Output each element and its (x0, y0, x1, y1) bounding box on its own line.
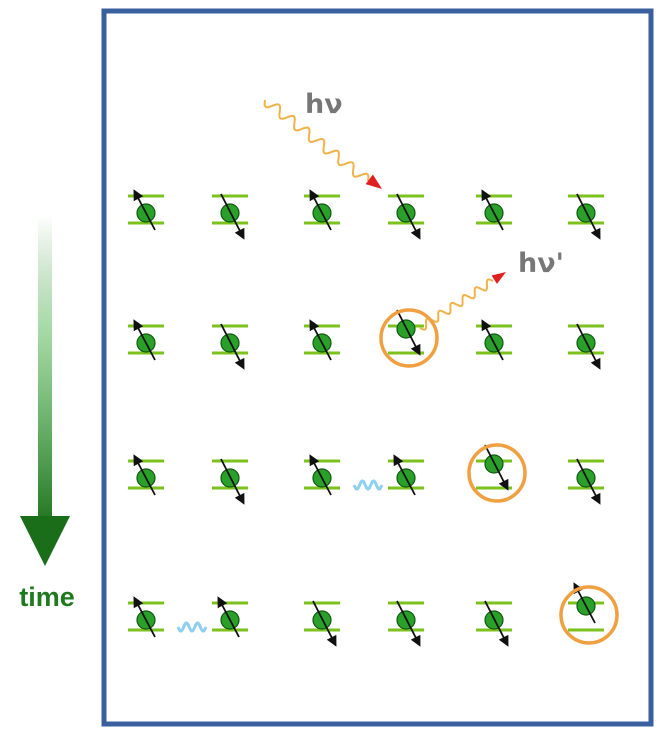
lattice-site (212, 458, 248, 505)
lattice-row (128, 189, 604, 240)
lattice-site (379, 308, 439, 368)
lattice-site (212, 596, 248, 638)
lattice-site (568, 193, 604, 240)
spin-up-arrow (217, 596, 240, 638)
lattice-site (304, 454, 340, 496)
lattice-site (304, 319, 340, 361)
excitation-ring (379, 308, 439, 368)
spin-down-arrow (220, 458, 245, 505)
spin-down-arrow (484, 600, 509, 647)
spin-up-arrow (393, 454, 416, 496)
emitted-photon-head (491, 272, 506, 284)
lattice-site (467, 443, 527, 503)
time-arrow-head (20, 516, 70, 566)
spin-down-arrow (220, 323, 245, 370)
incoming-photon-wave (263, 99, 370, 182)
spin-up-arrow (573, 582, 596, 624)
spin-up-arrow (133, 596, 156, 638)
emitted-photon-label: hν' (518, 248, 564, 279)
spin-up-arrow (309, 319, 332, 361)
spin-down-arrow (576, 193, 601, 240)
spin-up-arrow (481, 189, 504, 231)
spin-up-arrow (133, 454, 156, 496)
lattice-site (128, 454, 164, 496)
spin-down-arrow (576, 458, 601, 505)
lattice-site (568, 323, 604, 370)
energy-transfer-wave (176, 621, 208, 633)
spin-down-arrow (396, 600, 421, 647)
spin-down-arrow (396, 193, 421, 240)
lattice-site (476, 319, 512, 361)
lattice-site (128, 596, 164, 638)
spin-up-arrow (309, 189, 332, 231)
spin-down-arrow (396, 309, 421, 356)
incoming-photon-head (365, 174, 382, 189)
energy-transfer-wave (352, 479, 384, 491)
lattice-row (128, 443, 604, 505)
time-arrow-shaft (38, 215, 52, 533)
lattice-site (128, 189, 164, 231)
time-arrow (20, 215, 70, 566)
excitation-ring (559, 585, 619, 645)
spin-lattice (128, 189, 619, 647)
lattice-site (559, 582, 619, 645)
spin-up-arrow (133, 319, 156, 361)
spin-down-arrow (312, 600, 337, 647)
lattice-frame (101, 8, 654, 727)
lattice-site (304, 600, 340, 647)
lattice-site (388, 193, 424, 240)
spin-down-arrow (220, 193, 245, 240)
emitted-photon: hν' (419, 248, 564, 331)
excitation-ring (467, 443, 527, 503)
lattice-site (388, 454, 424, 496)
spin-down-arrow (484, 444, 509, 491)
spin-up-arrow (133, 189, 156, 231)
spin-down-arrow (576, 323, 601, 370)
time-label: time (19, 582, 75, 612)
lattice-row (128, 582, 619, 647)
incoming-photon-label: hν (305, 89, 343, 120)
lattice-site (212, 323, 248, 370)
incoming-photon: hν (263, 89, 382, 189)
lattice-site (128, 319, 164, 361)
lattice-site (476, 189, 512, 231)
spin-up-arrow (481, 319, 504, 361)
lattice-site (388, 600, 424, 647)
lattice-row (128, 308, 604, 370)
lattice-site (476, 600, 512, 647)
lattice-site (212, 193, 248, 240)
lattice-site (304, 189, 340, 231)
spin-up-arrow (309, 454, 332, 496)
lattice-site (568, 458, 604, 505)
